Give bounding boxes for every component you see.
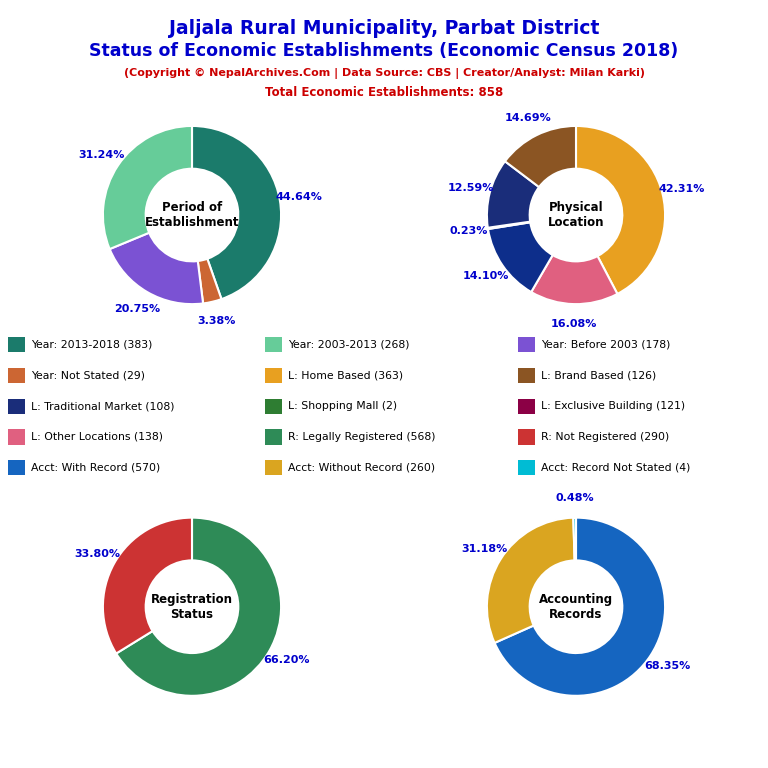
Wedge shape <box>505 126 576 187</box>
Wedge shape <box>116 518 281 696</box>
Text: R: Not Registered (290): R: Not Registered (290) <box>541 432 670 442</box>
Text: 42.31%: 42.31% <box>658 184 705 194</box>
FancyBboxPatch shape <box>8 368 25 383</box>
Wedge shape <box>488 222 530 229</box>
Wedge shape <box>576 126 665 294</box>
FancyBboxPatch shape <box>265 460 282 475</box>
FancyBboxPatch shape <box>518 460 535 475</box>
Text: 14.69%: 14.69% <box>505 113 551 123</box>
Text: Year: 2003-2013 (268): Year: 2003-2013 (268) <box>288 339 409 350</box>
Text: L: Other Locations (138): L: Other Locations (138) <box>31 432 163 442</box>
Text: 3.38%: 3.38% <box>197 316 236 326</box>
FancyBboxPatch shape <box>265 368 282 383</box>
Text: L: Exclusive Building (121): L: Exclusive Building (121) <box>541 401 686 412</box>
FancyBboxPatch shape <box>265 337 282 353</box>
Wedge shape <box>531 255 617 304</box>
Text: 33.80%: 33.80% <box>74 549 120 559</box>
Text: Acct: Without Record (260): Acct: Without Record (260) <box>288 462 435 473</box>
Text: 12.59%: 12.59% <box>448 183 494 193</box>
Wedge shape <box>574 518 576 561</box>
FancyBboxPatch shape <box>8 399 25 414</box>
Text: R: Legally Registered (568): R: Legally Registered (568) <box>288 432 435 442</box>
Text: Jaljala Rural Municipality, Parbat District: Jaljala Rural Municipality, Parbat Distr… <box>169 19 599 38</box>
Text: Physical
Location: Physical Location <box>548 201 604 229</box>
FancyBboxPatch shape <box>265 399 282 414</box>
FancyBboxPatch shape <box>265 429 282 445</box>
Text: L: Brand Based (126): L: Brand Based (126) <box>541 370 657 381</box>
Text: 44.64%: 44.64% <box>276 192 323 202</box>
Wedge shape <box>488 222 553 292</box>
Wedge shape <box>110 233 203 304</box>
Text: (Copyright © NepalArchives.Com | Data Source: CBS | Creator/Analyst: Milan Karki: (Copyright © NepalArchives.Com | Data So… <box>124 68 644 78</box>
Text: Period of
Establishment: Period of Establishment <box>144 201 240 229</box>
Wedge shape <box>103 126 192 249</box>
FancyBboxPatch shape <box>8 429 25 445</box>
Text: Acct: With Record (570): Acct: With Record (570) <box>31 462 160 473</box>
Text: 14.10%: 14.10% <box>463 271 509 281</box>
Text: Total Economic Establishments: 858: Total Economic Establishments: 858 <box>265 86 503 99</box>
Wedge shape <box>487 518 574 643</box>
Text: Year: Before 2003 (178): Year: Before 2003 (178) <box>541 339 670 350</box>
FancyBboxPatch shape <box>8 337 25 353</box>
Wedge shape <box>103 518 192 654</box>
Text: Acct: Record Not Stated (4): Acct: Record Not Stated (4) <box>541 462 690 473</box>
Text: 68.35%: 68.35% <box>644 661 690 671</box>
FancyBboxPatch shape <box>8 460 25 475</box>
Wedge shape <box>487 161 539 228</box>
Wedge shape <box>192 126 281 299</box>
Text: 20.75%: 20.75% <box>114 304 161 314</box>
Text: 66.20%: 66.20% <box>263 654 310 664</box>
FancyBboxPatch shape <box>518 337 535 353</box>
Text: Year: 2013-2018 (383): Year: 2013-2018 (383) <box>31 339 152 350</box>
Text: 31.18%: 31.18% <box>461 544 507 554</box>
Wedge shape <box>198 259 221 303</box>
Wedge shape <box>495 518 665 696</box>
Text: Year: Not Stated (29): Year: Not Stated (29) <box>31 370 144 381</box>
Text: Status of Economic Establishments (Economic Census 2018): Status of Economic Establishments (Econo… <box>89 42 679 60</box>
Text: L: Traditional Market (108): L: Traditional Market (108) <box>31 401 174 412</box>
Text: Accounting
Records: Accounting Records <box>539 593 613 621</box>
Text: L: Shopping Mall (2): L: Shopping Mall (2) <box>288 401 397 412</box>
FancyBboxPatch shape <box>518 429 535 445</box>
Text: L: Home Based (363): L: Home Based (363) <box>288 370 403 381</box>
Text: 31.24%: 31.24% <box>78 150 125 160</box>
Text: 0.48%: 0.48% <box>555 493 594 503</box>
FancyBboxPatch shape <box>518 368 535 383</box>
Text: 0.23%: 0.23% <box>449 227 488 237</box>
Text: Registration
Status: Registration Status <box>151 593 233 621</box>
Text: 16.08%: 16.08% <box>551 319 597 329</box>
FancyBboxPatch shape <box>518 399 535 414</box>
